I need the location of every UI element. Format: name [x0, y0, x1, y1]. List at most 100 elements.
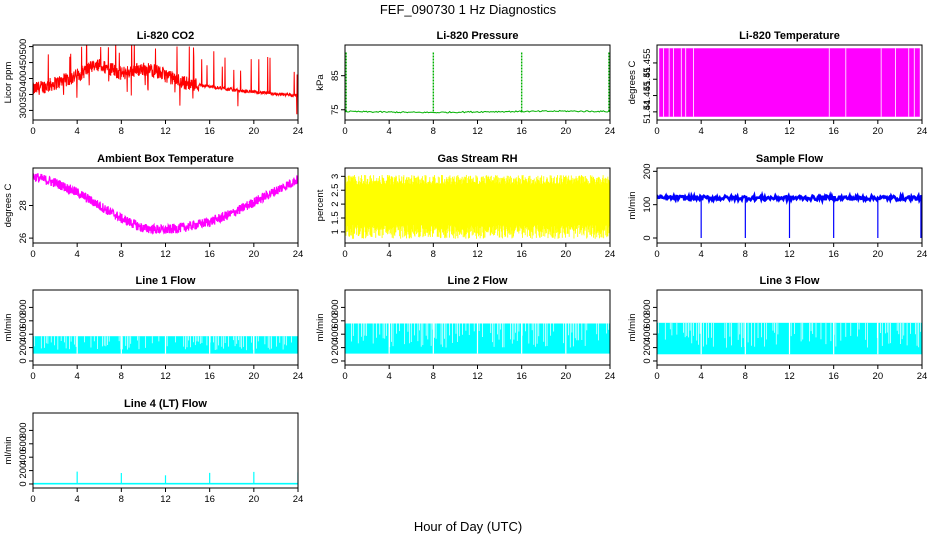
- series-band: [659, 48, 920, 117]
- panel: Gas Stream RH percent 0 4 8 12 16 20 24 1 1.5 2 2.5 3: [315, 153, 615, 260]
- y-tick-label: 450: [18, 55, 29, 71]
- y-tick-label: 2: [330, 201, 341, 206]
- x-tick-label: 0: [30, 371, 35, 382]
- y-axis-label: ml/min: [3, 437, 14, 465]
- x-tick-label: 8: [743, 371, 748, 382]
- x-tick-label: 20: [873, 371, 884, 382]
- y-tick-label: 3: [330, 174, 341, 179]
- panel-title: Gas Stream RH: [437, 153, 517, 165]
- x-tick-label: 12: [160, 249, 171, 260]
- x-tick-label: 16: [204, 249, 215, 260]
- x-tick-label: 24: [605, 249, 616, 260]
- x-tick-label: 12: [160, 494, 171, 505]
- series: [657, 190, 922, 238]
- panel: Li-820 CO2 Licor ppm 0 4 8 12 16 20 24 3003504004…: [3, 30, 303, 137]
- y-tick-label: 800: [330, 299, 341, 315]
- series-line: [33, 45, 298, 115]
- x-tick-label: 24: [293, 371, 304, 382]
- y-tick-label: 85: [330, 70, 341, 81]
- x-tick-label: 16: [204, 371, 215, 382]
- x-tick-label: 24: [293, 249, 304, 260]
- x-axis-label: Hour of Day (UTC): [414, 519, 522, 534]
- x-tick-label: 4: [387, 371, 392, 382]
- y-tick-label: 1.5: [330, 211, 341, 224]
- y-tick-label: 2.5: [330, 184, 341, 197]
- y-tick-label: 51.455: [642, 48, 653, 77]
- x-tick-label: 4: [699, 126, 704, 137]
- series: [345, 321, 610, 354]
- y-tick-label: 200: [642, 340, 653, 356]
- y-tick-label: 200: [330, 340, 341, 356]
- x-tick-label: 0: [342, 371, 347, 382]
- y-tick-label: 600: [642, 313, 653, 329]
- y-tick-label: 26: [18, 233, 29, 244]
- x-tick-label: 16: [828, 126, 839, 137]
- series: [345, 51, 610, 114]
- x-tick-label: 8: [431, 371, 436, 382]
- x-tick-label: 16: [204, 126, 215, 137]
- y-axis-label: Licor ppm: [3, 62, 14, 104]
- y-tick-label: 400: [642, 326, 653, 342]
- x-tick-label: 4: [699, 371, 704, 382]
- x-tick-label: 24: [917, 371, 928, 382]
- panel-title: Li-820 Pressure: [437, 30, 519, 42]
- panel-title: Line 3 Flow: [760, 275, 820, 287]
- x-tick-label: 4: [75, 126, 80, 137]
- x-tick-label: 16: [828, 371, 839, 382]
- y-tick-label: 400: [330, 326, 341, 342]
- y-tick-label: 300: [18, 102, 29, 118]
- x-tick-label: 24: [917, 249, 928, 260]
- y-tick-label: 500: [18, 39, 29, 55]
- series: [33, 334, 298, 354]
- y-axis-label: degrees C: [3, 183, 14, 227]
- figure-title: FEF_090730 1 Hz Diagnostics: [380, 2, 557, 17]
- x-tick-label: 0: [654, 249, 659, 260]
- panel-title: Li-820 Temperature: [739, 30, 840, 42]
- x-tick-label: 12: [160, 126, 171, 137]
- panel-title: Li-820 CO2: [137, 30, 194, 42]
- y-tick-label: 75: [330, 104, 341, 115]
- x-tick-label: 20: [561, 249, 572, 260]
- series: [659, 48, 920, 117]
- x-tick-label: 12: [472, 126, 483, 137]
- y-axis-label: ml/min: [315, 314, 326, 342]
- panel: Line 3 Flow ml/min 0 4 8 12 16 20 24 0 20040060080…: [627, 275, 927, 382]
- y-tick-label: 200: [18, 463, 29, 479]
- x-tick-label: 4: [387, 126, 392, 137]
- y-tick-label: 400: [18, 449, 29, 465]
- panel-title: Sample Flow: [756, 153, 824, 165]
- plot-frame: [32, 289, 299, 366]
- x-tick-label: 20: [249, 494, 260, 505]
- y-tick-label: 51.445: [642, 81, 653, 110]
- x-tick-label: 0: [342, 249, 347, 260]
- panel-title: Line 1 Flow: [136, 275, 196, 287]
- x-tick-label: 8: [119, 249, 124, 260]
- x-tick-label: 24: [605, 371, 616, 382]
- x-tick-label: 20: [249, 126, 260, 137]
- x-tick-label: 16: [516, 249, 527, 260]
- x-tick-label: 8: [431, 249, 436, 260]
- x-tick-label: 4: [699, 249, 704, 260]
- series-line: [345, 109, 610, 114]
- x-tick-label: 12: [784, 371, 795, 382]
- panel: Li-820 Pressure kPa 0 4 8 12 16 20 24 75 85: [315, 30, 615, 137]
- x-tick-label: 24: [293, 126, 304, 137]
- x-tick-label: 0: [30, 494, 35, 505]
- plot-frame: [344, 44, 611, 121]
- x-tick-label: 12: [160, 371, 171, 382]
- panel: Li-820 Temperature degrees C 0 4 8 12 16 20 24 51…: [627, 30, 927, 137]
- x-tick-label: 12: [784, 249, 795, 260]
- y-tick-label: 51.45: [642, 67, 653, 91]
- x-tick-label: 16: [516, 126, 527, 137]
- series: [33, 173, 298, 235]
- panel: Line 2 Flow ml/min 0 4 8 12 16 20 24 0 20040060080…: [315, 275, 615, 382]
- y-axis-label: ml/min: [627, 192, 638, 220]
- y-tick-label: 400: [18, 71, 29, 87]
- y-tick-label: 0: [18, 481, 29, 486]
- y-tick-label: 100: [642, 197, 653, 213]
- panel-title: Line 4 (LT) Flow: [124, 398, 207, 410]
- x-tick-label: 0: [654, 371, 659, 382]
- x-tick-label: 20: [249, 249, 260, 260]
- x-tick-label: 8: [119, 126, 124, 137]
- y-tick-label: 400: [18, 326, 29, 342]
